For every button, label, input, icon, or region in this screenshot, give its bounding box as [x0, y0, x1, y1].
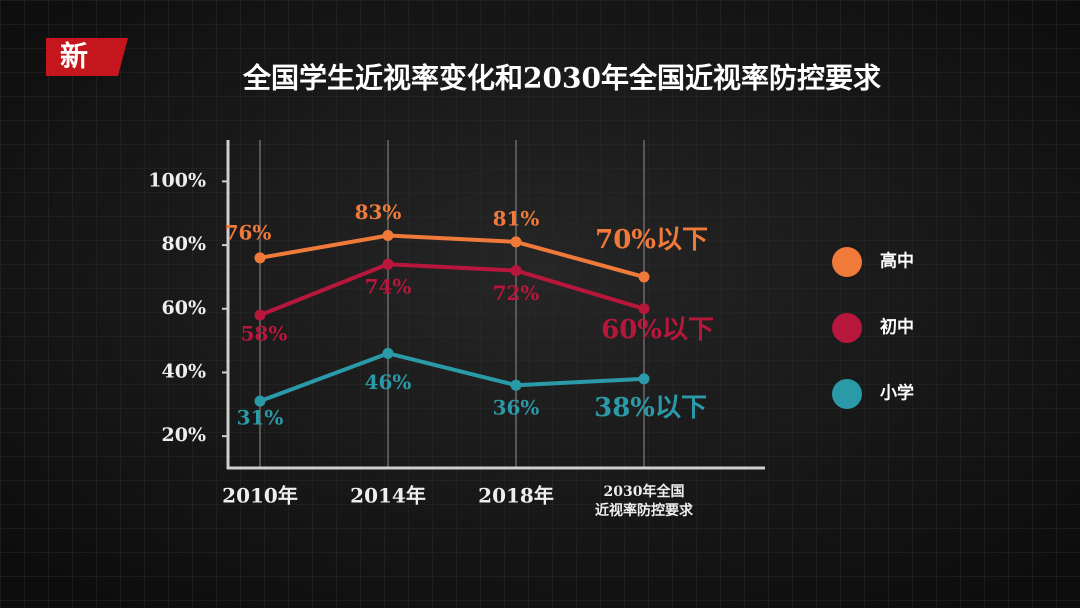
data-label: 83%: [355, 200, 402, 224]
data-label: 60%以下: [601, 315, 714, 345]
legend-label: 小学: [880, 383, 914, 404]
series-line: [259, 351, 645, 403]
series-line: [259, 233, 645, 279]
data-point: [254, 395, 266, 407]
x-tick-label: 2014年: [350, 484, 426, 508]
data-point: [510, 236, 522, 248]
y-tick-label: 40%: [162, 360, 207, 382]
data-point: [382, 230, 394, 242]
data-label: 81%: [493, 206, 540, 230]
data-label: 72%: [493, 281, 540, 305]
data-point: [254, 309, 266, 321]
data-label: 46%: [365, 370, 412, 394]
data-label: 36%: [493, 396, 540, 420]
y-tick-label: 80%: [162, 233, 207, 255]
legend-swatch: [832, 247, 862, 277]
logo-badge: [46, 38, 128, 76]
data-point: [638, 271, 650, 283]
x-tick-label: 2018年: [478, 484, 554, 508]
data-point: [382, 258, 394, 270]
data-point: [638, 373, 650, 385]
plot-area: 20% 40% 60% 80% 100% 2010年 2014年 2018年 2030年全国近视…: [148, 140, 914, 519]
data-label: 74%: [365, 275, 412, 299]
y-tick-label: 60%: [162, 297, 207, 319]
x-tick-label: 2030年全国近视率防控要求: [595, 483, 694, 519]
legend-swatch: [832, 313, 862, 343]
data-point: [510, 265, 522, 277]
legend-label: 高中: [880, 251, 914, 272]
data-label: 31%: [237, 406, 284, 430]
legend-label: 初中: [880, 317, 914, 338]
data-label: 38%以下: [594, 393, 707, 423]
data-label: 58%: [241, 322, 288, 346]
logo: 新: [60, 40, 88, 73]
y-tick-label: 20%: [162, 424, 207, 446]
data-point: [382, 347, 394, 359]
chart-title: 全国学生近视率变化和2030年全国近视率防控要求: [242, 62, 881, 95]
data-point: [638, 303, 650, 315]
legend-swatch: [832, 379, 862, 409]
data-point: [510, 379, 522, 391]
data-label: 76%: [225, 220, 272, 244]
data-label: 70%以下: [595, 225, 708, 255]
data-point: [254, 252, 266, 264]
x-tick-label: 2010年: [222, 484, 298, 508]
y-tick-label: 100%: [148, 169, 206, 191]
series-line: [259, 262, 645, 318]
